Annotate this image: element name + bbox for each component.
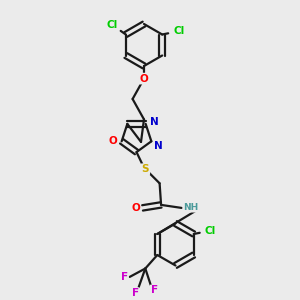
Text: O: O	[140, 74, 148, 84]
Text: N: N	[150, 117, 158, 128]
Text: NH: NH	[184, 203, 199, 212]
Text: O: O	[131, 203, 140, 213]
Text: Cl: Cl	[107, 20, 118, 31]
Text: O: O	[109, 136, 118, 146]
Text: Cl: Cl	[205, 226, 216, 236]
Text: N: N	[154, 141, 163, 151]
Text: S: S	[142, 164, 149, 174]
Text: F: F	[151, 285, 158, 296]
Text: Cl: Cl	[173, 26, 184, 36]
Text: F: F	[132, 288, 139, 298]
Text: F: F	[121, 272, 128, 282]
